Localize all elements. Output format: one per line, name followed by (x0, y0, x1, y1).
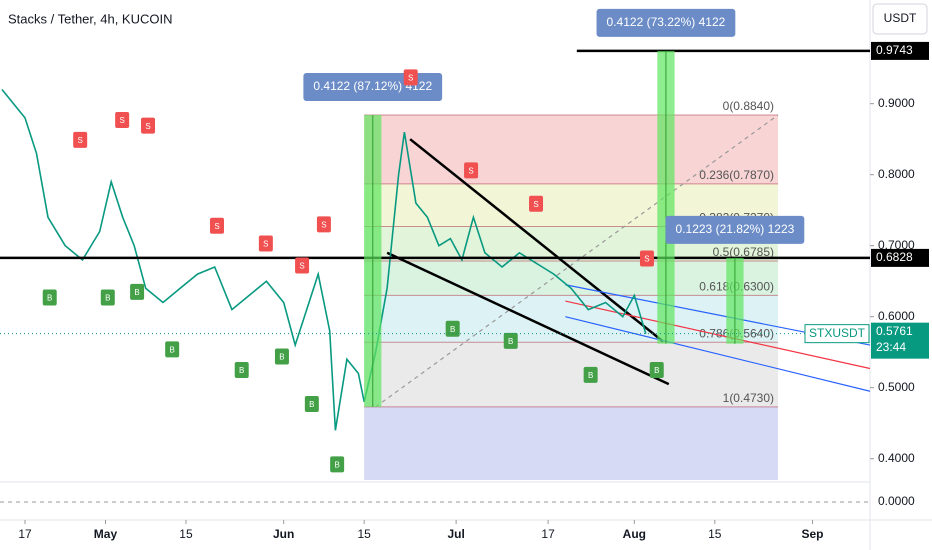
signal-marker (403, 69, 418, 86)
level-label: 0.6828 (876, 250, 913, 264)
countdown-label: 23:44 (876, 340, 906, 354)
signal-label: S (468, 167, 473, 176)
signal-label: B (334, 460, 339, 469)
trendline (565, 316, 871, 392)
trendline (565, 300, 871, 370)
fib-label: 0.236(0.7870) (699, 168, 774, 182)
fib-label: 1(0.4730) (723, 391, 774, 405)
fib-band (364, 406, 779, 480)
measure-label: 0.4122 (87.12%) 4122 (313, 79, 432, 93)
signal-label: S (644, 255, 649, 264)
signal-marker (209, 217, 224, 234)
signal-marker (330, 456, 345, 473)
signal-marker (258, 235, 273, 252)
measure-label: 0.1223 (21.82%) 1223 (676, 222, 795, 236)
signal-label: B (47, 294, 52, 303)
level-label: 0.9743 (876, 43, 913, 57)
signal-marker (649, 361, 664, 378)
level-tag (871, 248, 929, 267)
signal-marker (445, 320, 460, 337)
y-tick-label: 0.5000 (878, 380, 915, 394)
chart-title: Stacks / Tether, 4h, KUCOIN (8, 11, 173, 26)
last-price-label: 0.5761 (876, 324, 913, 338)
price-tag (871, 322, 929, 359)
x-tick-label: Sep (802, 527, 824, 541)
fib-label: 0.5(0.6785) (713, 245, 774, 259)
signal-marker (100, 289, 115, 306)
signal-marker (295, 257, 310, 274)
signal-label: B (588, 371, 593, 380)
signal-label: S (145, 122, 150, 131)
x-tick-label: 15 (708, 527, 722, 541)
y-tick-label: 0.8000 (878, 167, 915, 181)
signal-marker (42, 289, 57, 306)
signal-label: B (654, 366, 659, 375)
signal-marker (274, 348, 289, 365)
signal-label: B (508, 337, 513, 346)
measure-label: 0.4122 (73.22%) 4122 (607, 15, 726, 29)
signal-marker (583, 366, 598, 383)
currency-label[interactable]: USDT (884, 11, 917, 25)
measure-box (665, 215, 805, 244)
signal-marker (316, 216, 331, 233)
signal-marker (464, 162, 479, 179)
signal-marker (115, 112, 130, 128)
x-tick-label: 15 (179, 527, 193, 541)
fib-band (364, 295, 779, 343)
signal-label: B (309, 400, 314, 409)
signal-label: B (169, 345, 174, 354)
signal-marker (141, 117, 156, 134)
symbol-tag (804, 324, 870, 344)
y-tick-label: 0.4000 (878, 451, 915, 465)
signal-marker (503, 332, 518, 349)
fib-band (364, 115, 779, 184)
y-tick-label: 0.6000 (878, 309, 915, 323)
x-tick-label: Aug (623, 527, 646, 541)
signal-marker (165, 341, 180, 358)
y-tick-label: 0.7000 (878, 238, 915, 252)
signal-label: S (299, 262, 304, 271)
signal-label: S (214, 222, 219, 231)
signal-label: B (134, 288, 139, 297)
signal-marker (529, 195, 544, 212)
level-tag (871, 41, 929, 60)
signal-label: B (279, 353, 284, 362)
x-tick-label: 17 (18, 527, 32, 541)
fib-band (364, 342, 779, 407)
signal-marker (304, 396, 319, 413)
signal-label: B (239, 366, 244, 375)
signal-marker (234, 361, 249, 378)
signal-label: S (78, 136, 83, 145)
symbol-label: STXUSDT (809, 326, 866, 340)
signal-label: S (408, 74, 413, 83)
signal-marker (73, 131, 88, 148)
x-tick-label: 17 (541, 527, 555, 541)
fib-label: 0(0.8840) (723, 99, 774, 113)
y-tick-label: 0.9000 (878, 96, 915, 110)
indicator-tick-label: 0.0000 (878, 494, 915, 508)
x-tick-label: Jun (273, 527, 294, 541)
x-tick-label: 15 (357, 527, 371, 541)
trendline (375, 114, 779, 408)
signal-label: S (263, 240, 268, 249)
trendline (386, 251, 670, 386)
currency-button[interactable] (872, 3, 928, 35)
x-tick-label: May (94, 527, 118, 541)
signal-label: S (533, 200, 538, 209)
signal-marker (639, 250, 654, 267)
x-tick-label: Jul (447, 527, 464, 541)
signal-marker (130, 283, 145, 300)
price-line (1, 88, 647, 431)
measure-box (596, 8, 736, 37)
signal-label: B (450, 325, 455, 334)
trendline (409, 138, 664, 343)
signal-label: S (321, 220, 326, 229)
signal-label: S (119, 116, 124, 125)
signal-label: B (105, 294, 110, 303)
